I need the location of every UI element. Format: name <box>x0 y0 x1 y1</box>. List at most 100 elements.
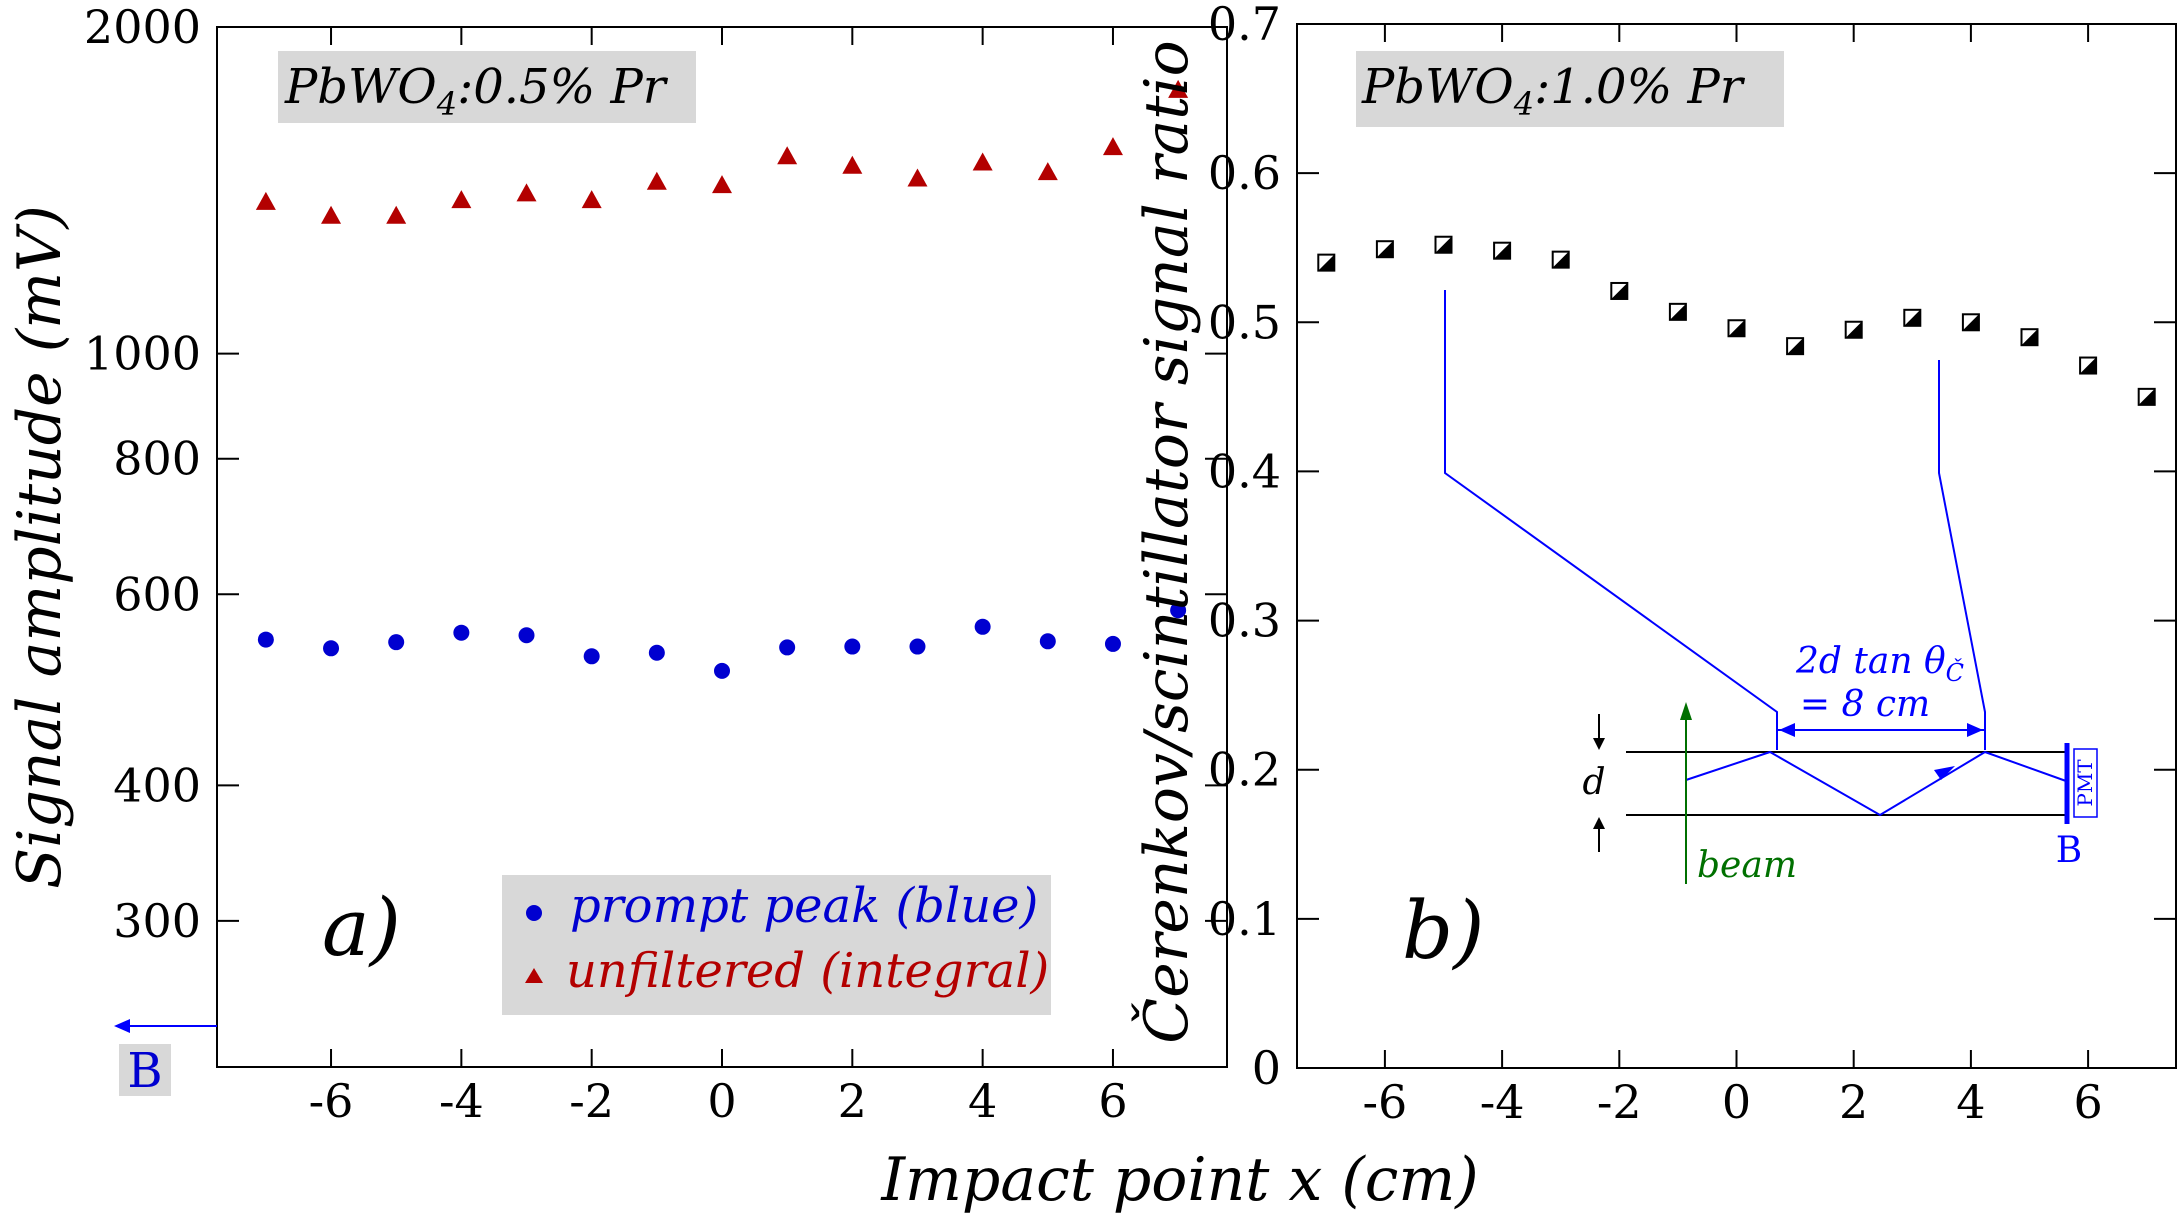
data-point-triangle <box>1102 137 1123 156</box>
data-point-circle <box>974 618 991 635</box>
inset-schematic: 2d tan θČ = 8 cm d beam PMT B <box>1444 290 2098 886</box>
data-point-circle <box>714 662 730 679</box>
side-label-box <box>119 1044 171 1096</box>
data-point-triangle <box>451 190 472 209</box>
sample-label-box <box>1356 51 1784 127</box>
y-tick-label: 0.7 <box>1208 0 1281 51</box>
y-tick-label: 0.4 <box>1208 444 1281 498</box>
dimension-label-text: 2d tan θ <box>1795 641 1946 682</box>
data-point-triangle <box>907 168 928 187</box>
y-tick-label: 800 <box>113 432 201 486</box>
data-point-triangle <box>842 155 863 174</box>
x-tick-label: 2 <box>838 1074 867 1128</box>
data-point-square <box>1727 319 1746 338</box>
x-tick-label: 0 <box>707 1074 736 1128</box>
sample-label-box <box>278 51 696 123</box>
data-point-square <box>2020 328 2039 347</box>
x-tick-label: 2 <box>1839 1075 1868 1129</box>
data-point-triangle <box>516 183 537 202</box>
data-point-triangle <box>386 205 407 224</box>
data-point-circle <box>779 639 796 656</box>
data-point-circle <box>388 634 405 651</box>
data-point-triangle <box>972 152 993 171</box>
data-point-circle <box>583 648 600 665</box>
data-point-circle <box>844 638 861 655</box>
light-path <box>1685 750 2067 817</box>
sample-label: PbWO4:1.0% Pr <box>1361 59 1746 123</box>
data-point-square <box>1961 313 1980 332</box>
plot-frame <box>1296 23 2177 1069</box>
x-tick-label: -6 <box>309 1074 354 1128</box>
dimension-label-top: 2d tan θČ <box>1795 641 1964 687</box>
data-point-triangle <box>1168 79 1189 98</box>
data-point-triangle <box>1037 162 1058 181</box>
x-axis-title: Impact point x (cm) <box>880 1145 1478 1215</box>
data-point-square <box>1551 250 1570 269</box>
x-tick-label: 6 <box>2073 1075 2102 1129</box>
sample-label-rest: :1.0% Pr <box>1534 59 1746 115</box>
data-point-circle <box>909 638 926 655</box>
data-point-circle <box>1039 633 1056 650</box>
thickness-arrowhead-bottom <box>1593 817 1605 829</box>
y-tick-label: 1000 <box>84 327 201 381</box>
pmt-label: PMT <box>2073 759 2097 807</box>
axis-ticks: -6 -4 -2 0 2 4 6 300 400 600 800 1000 2000 <box>84 0 1227 1128</box>
y-tick-label: 2000 <box>84 0 201 54</box>
data-point-square <box>1317 253 1336 272</box>
pmt-box <box>2073 748 2098 818</box>
series-marks <box>1317 235 2156 406</box>
data-point-square <box>1375 240 1394 259</box>
thickness-label: d <box>1582 762 1605 803</box>
plot-frame <box>216 26 1228 1068</box>
data-point-square <box>2079 356 2098 375</box>
y-axis-title: Signal amplitude (mV) <box>5 205 75 889</box>
data-point-square <box>1786 337 1805 356</box>
sample-label-base: PbWO <box>1361 59 1514 115</box>
x-tick-label: -2 <box>569 1074 614 1128</box>
data-point-circle <box>257 631 274 648</box>
x-tick-label: 4 <box>968 1074 997 1128</box>
sample-label: PbWO4:0.5% Pr <box>284 59 669 123</box>
series-marks <box>255 79 1189 679</box>
data-point-triangle <box>646 171 667 190</box>
legend-label-unfiltered: unfiltered (integral) <box>566 943 1049 999</box>
data-point-triangle <box>712 175 732 194</box>
legend-triangle-marker <box>525 968 543 983</box>
panel-a: PbWO4:0.5% Pr -6 -4 -2 0 2 4 63004006008001000… <box>5 0 1228 1128</box>
y-tick-label: 0.1 <box>1208 892 1281 946</box>
sample-label-sub: 4 <box>1513 85 1534 123</box>
light-path-arrowhead <box>1934 766 1955 780</box>
data-point-circle <box>1104 635 1121 652</box>
sample-label-rest: :0.5% Pr <box>457 59 669 115</box>
panel-label: a) <box>322 881 401 974</box>
dimension-arrow-right <box>1967 723 1983 737</box>
x-tick-label: 0 <box>1722 1075 1751 1129</box>
y-tick-label: 0 <box>1252 1041 1281 1095</box>
sample-label-sub: 4 <box>436 85 457 123</box>
x-tick-label: -4 <box>439 1074 484 1128</box>
data-point-circle <box>1170 602 1187 619</box>
x-tick-label: 4 <box>1956 1075 1985 1129</box>
data-point-square <box>1493 241 1512 260</box>
data-point-circle <box>453 624 470 641</box>
y-tick-label: 0.6 <box>1208 146 1281 200</box>
legend-label-prompt: prompt peak (blue) <box>570 878 1038 934</box>
beam-arrowhead <box>1680 702 1692 720</box>
panel-b: PbWO4:1.0% Pr -6 -4 -2 0 2 4 600.10.20.30.40.5… <box>1131 0 2177 1129</box>
data-point-circle <box>648 644 665 661</box>
y-tick-label: 600 <box>113 567 201 621</box>
x-tick-label: -6 <box>1362 1075 1407 1129</box>
data-point-square <box>1844 320 1863 339</box>
side-label: B <box>127 1043 162 1099</box>
dimension-label-sub: Č <box>1946 658 1964 687</box>
data-point-square <box>1668 302 1687 321</box>
y-tick-label: 400 <box>113 758 201 812</box>
data-point-square <box>2137 387 2156 406</box>
dimension-arrow-left <box>1779 723 1795 737</box>
y-tick-label: 0.5 <box>1208 295 1281 349</box>
data-point-square <box>1434 235 1453 254</box>
y-tick-label: 0.3 <box>1208 594 1281 648</box>
data-point-circle <box>518 627 535 644</box>
sample-label-base: PbWO <box>284 59 437 115</box>
